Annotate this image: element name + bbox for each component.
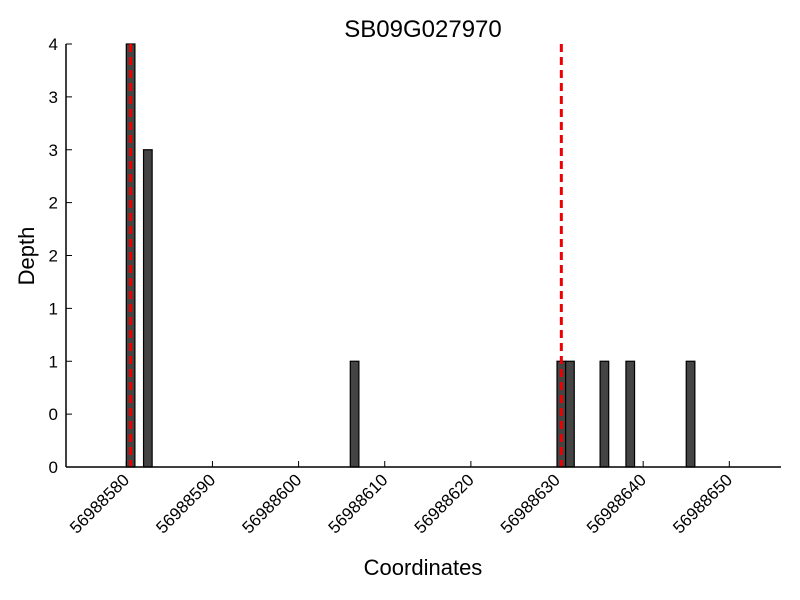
x-axis-label: Coordinates [364,555,483,580]
y-tick-label: 4 [49,35,58,54]
bar [142,149,153,468]
y-tick-label: 2 [49,247,58,266]
x-tick-label: 56988600 [238,470,305,537]
x-tick-label: 56988650 [669,470,736,537]
chart-title: SB09G027970 [344,16,501,43]
y-tick-label: 0 [49,458,58,477]
x-tick-label: 56988640 [583,470,650,537]
bar [685,360,696,468]
y-tick-label: 3 [49,88,58,107]
x-tick-label: 56988590 [152,470,219,537]
y-tick-label: 1 [49,352,58,371]
bar [349,360,360,468]
x-tick-label: 56988620 [411,470,478,537]
bar [599,360,610,468]
y-tick-label: 1 [49,299,58,318]
bar [625,360,636,468]
x-tick-label: 56988580 [66,470,133,537]
y-tick-label: 2 [49,194,58,213]
y-tick-label: 3 [49,141,58,160]
x-tick-label: 56988610 [325,470,392,537]
bar [565,360,575,468]
y-tick-label: 0 [49,405,58,424]
plot-area: 0 0 1 1 2 2 3 3 4 56988580 56988590 56988600 5698861… [49,35,781,537]
x-tick-label: 56988630 [497,470,564,537]
y-axis-label: Depth [14,227,39,286]
